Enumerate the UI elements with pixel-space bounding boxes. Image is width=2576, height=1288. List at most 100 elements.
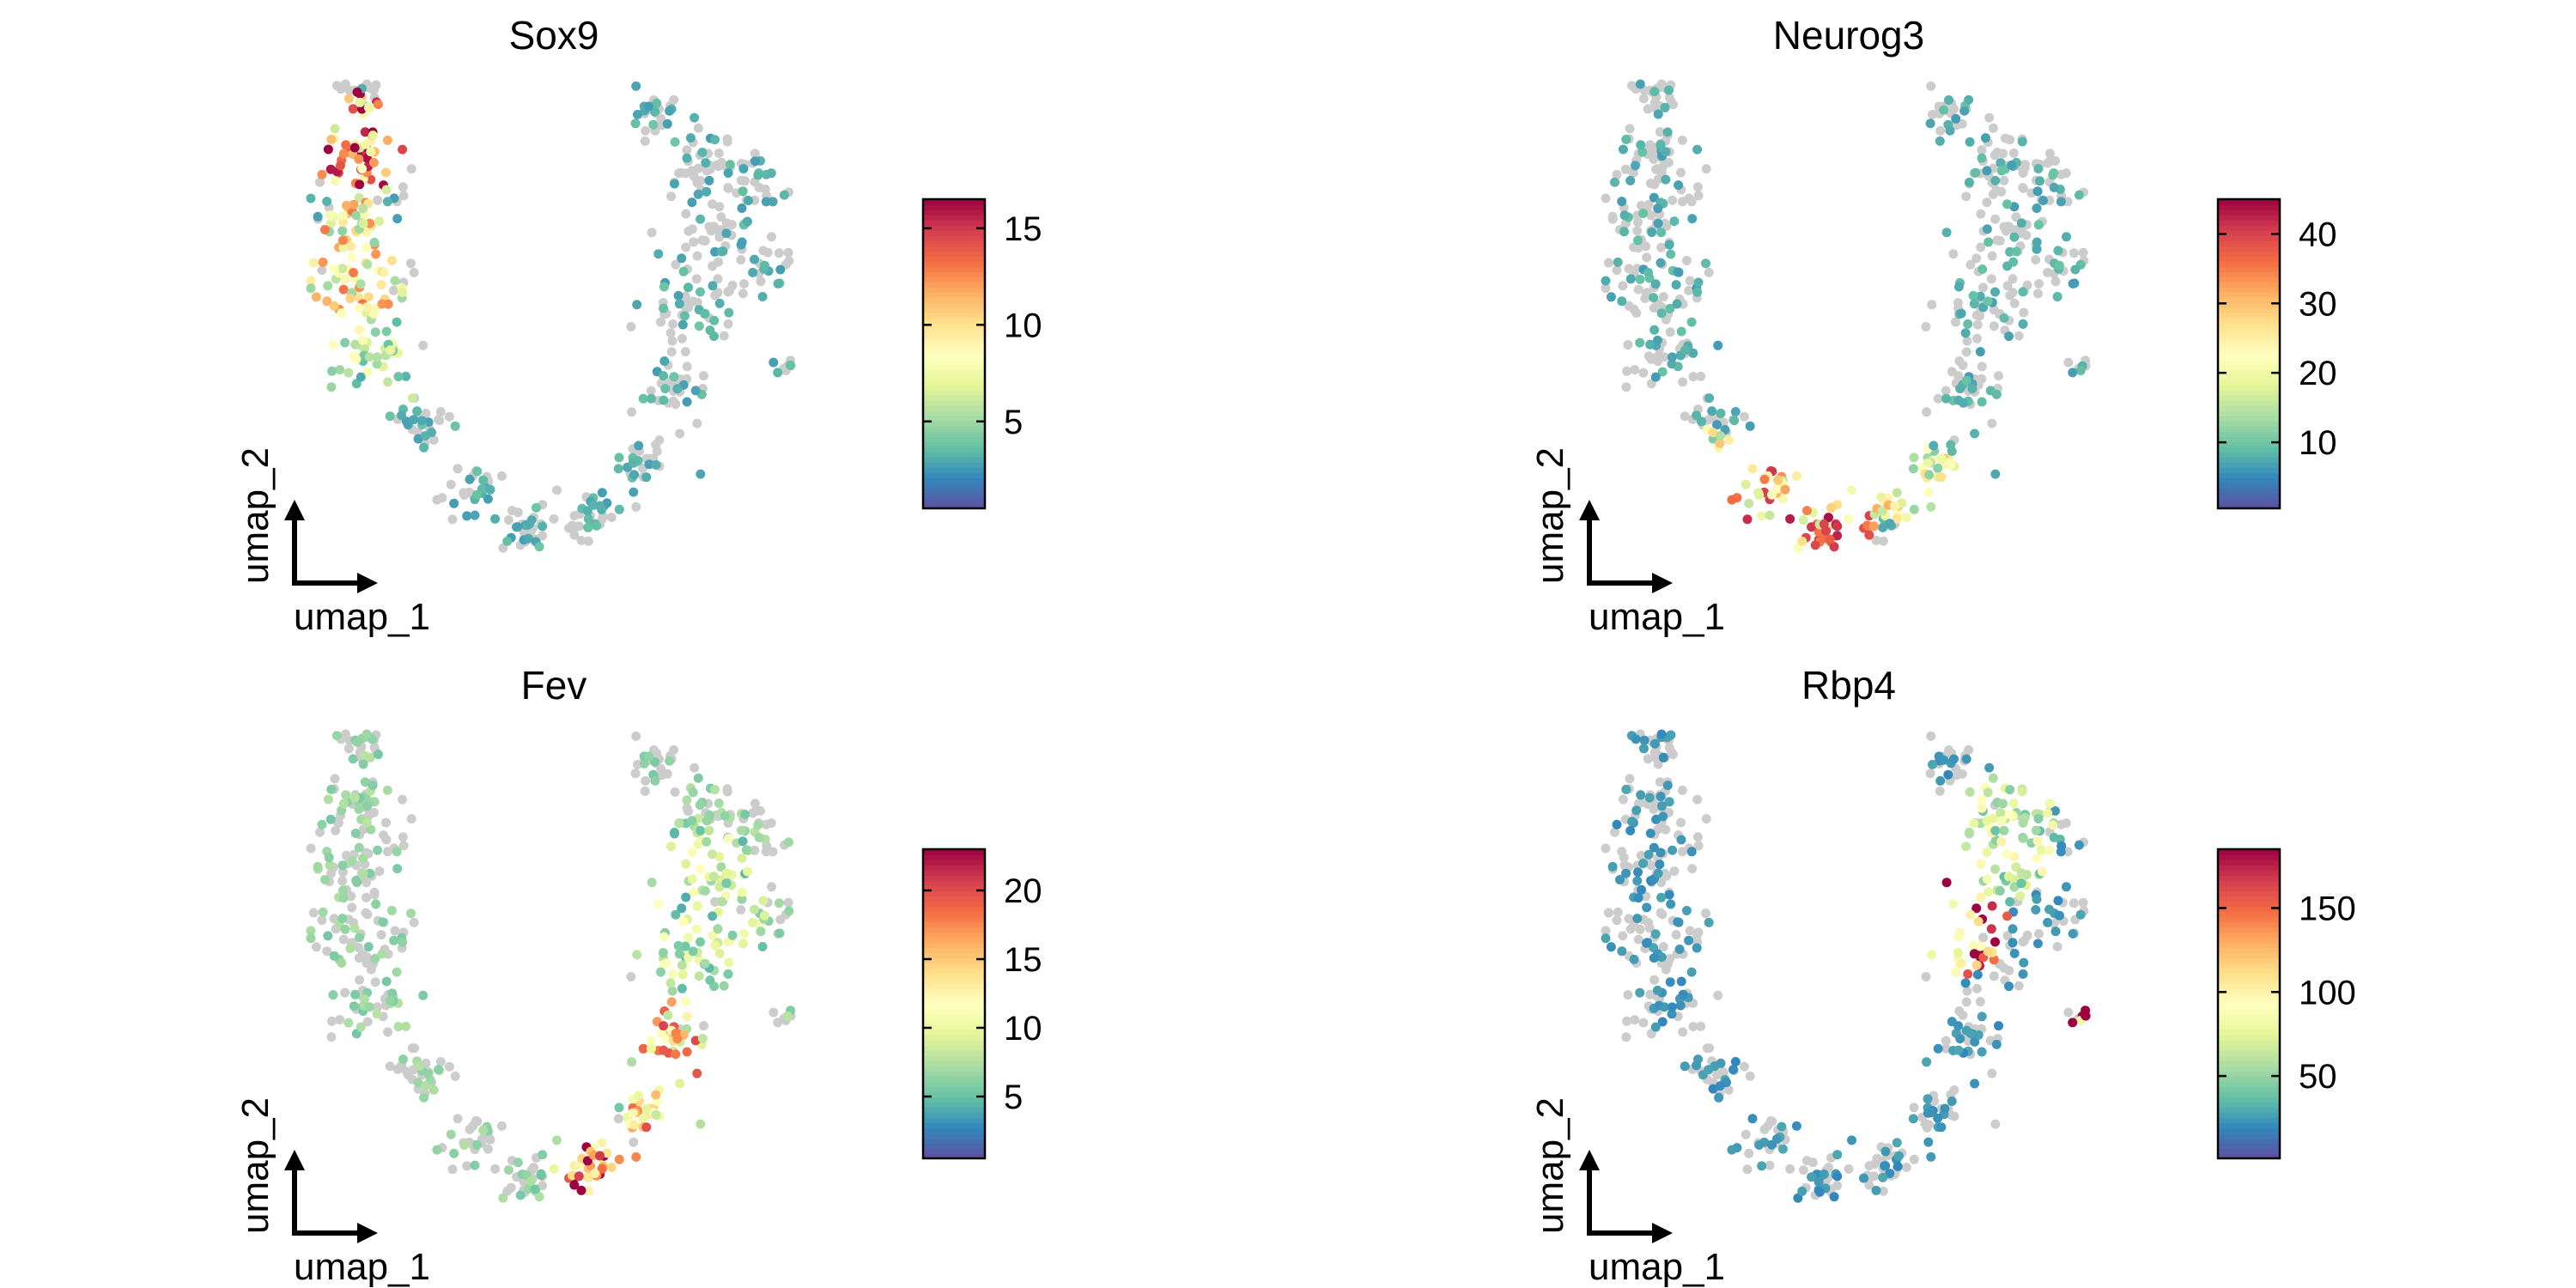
cell-point (720, 811, 730, 821)
cell-point (444, 1061, 454, 1072)
cell-point (2069, 898, 2079, 908)
cell-point (2016, 218, 2026, 228)
cell-point (2002, 931, 2013, 941)
cell-point (1643, 104, 1653, 114)
cell-point (1844, 513, 1854, 524)
cell-point (769, 1007, 779, 1018)
cell-point (1928, 109, 1937, 119)
colorbar-gradient-step (2218, 240, 2280, 246)
cell-point (1681, 906, 1692, 915)
cell-point (386, 345, 396, 355)
cell-point (1832, 1171, 1843, 1182)
colorbar-gradient-step (923, 1107, 985, 1113)
cell-point (2063, 847, 2073, 857)
cell-point (1864, 530, 1874, 540)
cell-point (1878, 1186, 1888, 1196)
cell-point (1990, 287, 2000, 297)
arrow-right-icon (357, 1223, 378, 1243)
colorbar-gradient-step (2218, 338, 2280, 344)
colorbar-tick-label: 5 (1004, 1078, 1023, 1116)
colorbar-gradient-step (2218, 1148, 2280, 1154)
cell-point (1643, 268, 1654, 277)
cell-point (1649, 97, 1660, 107)
colorbar-gradient-step (2218, 1035, 2280, 1041)
cell-point (472, 489, 482, 500)
cell-point (1996, 166, 2007, 176)
cell-point (652, 98, 662, 108)
colorbar-gradient-step (923, 271, 985, 277)
cell-point (673, 290, 683, 301)
cell-point (629, 1120, 640, 1130)
cell-point (1747, 464, 1758, 474)
cell-point (767, 232, 776, 242)
cell-point (392, 317, 402, 327)
cell-point (2043, 808, 2053, 818)
cell-point (1649, 87, 1660, 97)
cell-point (659, 1045, 669, 1055)
cell-point (355, 372, 366, 382)
cell-point (2043, 158, 2053, 168)
cell-point (1893, 1161, 1903, 1171)
cell-point (354, 804, 364, 814)
cell-point (722, 787, 732, 797)
cell-point (700, 308, 710, 319)
colorbar-gradient-step (2218, 307, 2280, 313)
cell-point (1678, 377, 1688, 387)
cell-point (1982, 816, 1992, 826)
cell-point (1814, 1187, 1825, 1197)
cell-point (1880, 1146, 1891, 1157)
cell-point (1777, 494, 1788, 504)
cell-point (338, 934, 349, 945)
cell-point (450, 421, 460, 431)
cell-point (632, 300, 642, 310)
cell-point (1693, 841, 1704, 851)
colorbar-gradient-step (2218, 1066, 2280, 1072)
cell-point (393, 1022, 404, 1032)
cell-point (524, 519, 534, 529)
cell-point (2005, 135, 2015, 145)
colorbar-gradient-step (923, 849, 985, 855)
colorbar-gradient-step (2218, 957, 2280, 963)
cell-point (1669, 216, 1680, 227)
cell-point (1622, 366, 1632, 376)
cell-point (693, 773, 703, 783)
cell-point (1985, 386, 1996, 396)
cell-point (1791, 471, 1801, 481)
cell-point (782, 1011, 793, 1021)
colorbar-gradient-step (2218, 963, 2280, 969)
cell-point (2003, 222, 2014, 232)
cell-point (1978, 264, 1988, 274)
x-axis-label: umap_1 (294, 596, 430, 638)
colorbar-gradient-step (923, 405, 985, 411)
cell-point (665, 978, 676, 988)
cell-point (1765, 510, 1775, 520)
cell-point (1939, 105, 1949, 115)
cell-point (2062, 882, 2071, 892)
cell-point (626, 322, 636, 331)
colorbar-gradient-step (2218, 431, 2280, 437)
cell-point (1619, 860, 1630, 871)
cell-point (532, 502, 541, 513)
cell-point (1723, 434, 1734, 445)
cell-point (1971, 983, 1982, 993)
cell-point (1765, 1160, 1775, 1170)
cell-point (650, 756, 660, 767)
cell-point (1961, 841, 1971, 852)
cell-point (582, 1156, 592, 1166)
scatter-points (306, 79, 796, 553)
cell-point (322, 946, 332, 957)
cell-point (613, 464, 623, 474)
colorbar-gradient-step (923, 932, 985, 938)
cell-point (669, 744, 679, 755)
cell-point (1666, 249, 1676, 259)
cell-point (415, 1061, 425, 1072)
cell-point (1948, 899, 1959, 909)
cell-point (2018, 833, 2028, 843)
cell-point (650, 106, 660, 117)
cell-point (1999, 825, 2009, 835)
cell-point (1623, 990, 1633, 1000)
cell-point (1645, 339, 1656, 349)
cell-point (371, 899, 381, 909)
cell-point (710, 135, 720, 145)
cell-point (1640, 294, 1650, 303)
